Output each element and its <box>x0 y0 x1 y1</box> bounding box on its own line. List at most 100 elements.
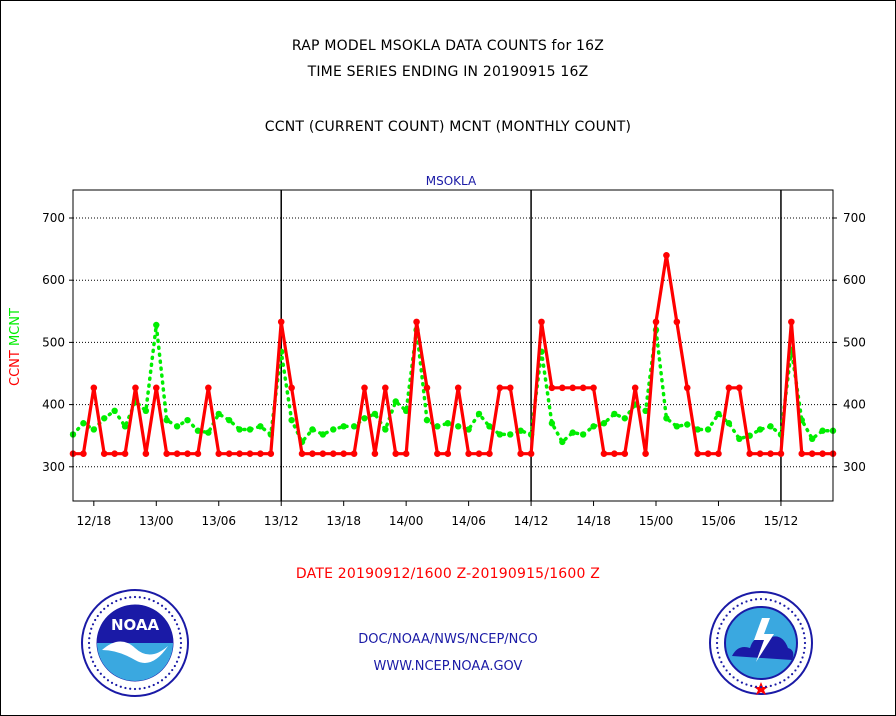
logo-ring-mark <box>88 632 92 635</box>
logo-ring-mark <box>88 651 92 654</box>
point-mcnt <box>569 429 576 436</box>
point-ccnt <box>746 450 754 458</box>
logo-ring-mark <box>774 600 777 603</box>
point-mcnt <box>694 426 701 433</box>
logo-ring-mark <box>164 676 167 679</box>
footer-url[interactable]: WWW.NCEP.NOAA.GOV <box>373 659 523 674</box>
point-mcnt <box>600 420 608 427</box>
logo-ring-mark <box>88 646 91 649</box>
logo-ring-mark <box>110 681 114 684</box>
logo-ring-mark <box>94 618 97 622</box>
logo-ring-mark <box>778 681 782 684</box>
ytick-label-right-300: 300 <box>843 460 866 474</box>
xtick-label-2: 13/06 <box>201 514 236 528</box>
point-ccnt <box>319 450 327 458</box>
logo-ring-mark <box>129 596 132 599</box>
logo-ring-mark <box>801 627 804 630</box>
logo-ring-mark <box>143 686 146 690</box>
point-mcnt <box>163 416 170 424</box>
point-mcnt <box>444 420 451 427</box>
logo-ring-mark <box>168 611 171 614</box>
point-mcnt <box>434 423 441 430</box>
point-ccnt <box>309 450 316 458</box>
logo-ring-mark <box>171 668 174 672</box>
point-mcnt <box>611 410 618 418</box>
logo-ring-mark <box>129 687 132 690</box>
point-mcnt <box>236 426 243 433</box>
point-ccnt <box>257 450 264 458</box>
logo-ring-mark <box>801 656 804 659</box>
point-ccnt <box>402 450 410 458</box>
point-mcnt <box>548 420 556 427</box>
logo-ring-mark <box>764 598 768 601</box>
point-ccnt <box>506 384 514 392</box>
point-ccnt <box>173 450 181 458</box>
point-ccnt <box>715 450 722 458</box>
logo-ring-mark <box>740 681 744 684</box>
ytick-label-right-400: 400 <box>843 398 866 412</box>
logo-ring-mark <box>164 607 167 610</box>
point-ccnt <box>152 384 160 392</box>
point-ccnt <box>788 318 795 326</box>
logo-ring-mark <box>794 669 797 672</box>
logo-ring-mark <box>175 623 179 626</box>
logo-ring-mark <box>799 660 802 664</box>
point-ccnt <box>371 450 379 458</box>
logo-ring-mark <box>110 602 114 605</box>
xtick-label-7: 14/12 <box>514 514 549 528</box>
logo-ring-mark <box>778 602 782 605</box>
logo-ring-mark <box>87 641 91 645</box>
point-ccnt <box>673 318 681 326</box>
series-line-ccnt <box>73 253 833 456</box>
logo-ring-mark <box>138 596 141 599</box>
point-mcnt <box>455 423 462 430</box>
point-mcnt <box>819 427 826 434</box>
point-ccnt <box>694 450 701 458</box>
point-mcnt <box>715 410 722 418</box>
point-mcnt <box>517 427 524 434</box>
point-ccnt <box>538 318 545 326</box>
logo-ring-mark <box>90 627 93 630</box>
logo-ring-mark <box>179 646 182 649</box>
point-ccnt <box>475 450 483 458</box>
logo-ring-mark <box>103 676 106 679</box>
point-ccnt <box>382 384 389 392</box>
point-mcnt <box>392 398 399 405</box>
logo-ring-mark <box>156 602 160 605</box>
logo-ring-mark <box>769 684 772 687</box>
point-ccnt <box>704 450 712 458</box>
logo-ring-mark <box>783 604 786 607</box>
logo-ring-mark <box>774 683 777 686</box>
logo-ring-mark <box>152 599 155 603</box>
footer-org: DOC/NOAA/NWS/NCEP/NCO <box>358 632 538 647</box>
ytick-label-right-700: 700 <box>843 211 866 225</box>
point-mcnt <box>153 321 160 329</box>
xtick-label-3: 13/12 <box>264 514 299 528</box>
logo-ring-mark <box>177 627 180 630</box>
logo-ring-mark <box>764 685 768 688</box>
point-ccnt <box>184 450 191 458</box>
series-legend-line: CCNT (CURRENT COUNT) MCNT (MONTHLY COUNT… <box>264 119 632 135</box>
point-mcnt <box>90 426 98 433</box>
point-ccnt <box>798 450 806 458</box>
point-mcnt <box>215 410 222 418</box>
point-mcnt <box>225 416 233 424</box>
point-ccnt <box>392 450 400 458</box>
point-ccnt <box>298 450 306 458</box>
xtick-label-9: 15/00 <box>639 514 674 528</box>
logo-ring-mark <box>759 685 763 689</box>
point-mcnt <box>330 426 337 433</box>
point-ccnt <box>569 384 577 392</box>
point-ccnt <box>548 384 556 392</box>
point-mcnt <box>288 416 295 424</box>
point-ccnt <box>808 450 816 458</box>
logo-ring-mark <box>715 641 719 645</box>
point-mcnt <box>184 416 191 424</box>
point-mcnt <box>257 423 264 430</box>
point-mcnt <box>736 435 743 442</box>
logo-ring-mark <box>177 656 180 659</box>
point-ccnt <box>340 450 347 458</box>
logo-ring-mark <box>803 641 807 645</box>
xtick-label-8: 14/18 <box>576 514 611 528</box>
point-mcnt <box>111 407 118 415</box>
